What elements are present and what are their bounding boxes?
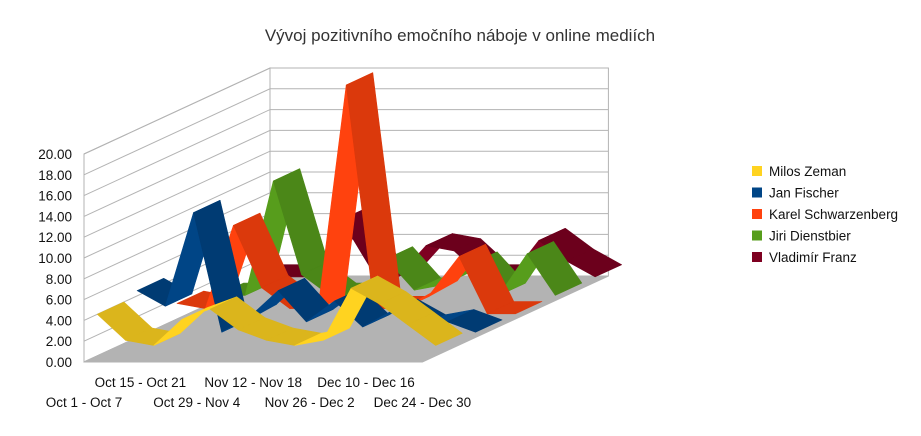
x-tick-label: Dec 24 - Dec 30 <box>374 395 472 410</box>
y-tick-label: 18.00 <box>38 168 72 183</box>
y-tick-label: 16.00 <box>38 189 72 204</box>
legend-swatch <box>752 209 762 219</box>
gridline <box>83 192 609 280</box>
y-tick-label: 10.00 <box>38 251 72 266</box>
series-segment <box>407 312 463 346</box>
y-tick-label: 20.00 <box>38 147 72 162</box>
legend-swatch <box>752 166 762 176</box>
y-tick-label: 12.00 <box>38 230 72 245</box>
legend-label: Jiri Dienstbier <box>769 229 851 244</box>
legend-label: Milos Zeman <box>769 164 846 179</box>
series-segment <box>566 248 623 278</box>
x-tick-label: Nov 12 - Nov 18 <box>204 375 302 390</box>
chart-gridlines <box>83 67 609 363</box>
y-tick-label: 0.00 <box>46 355 72 370</box>
x-tick-label: Oct 29 - Nov 4 <box>153 395 241 410</box>
gridline <box>83 150 609 238</box>
x-tick-label: Oct 1 - Oct 7 <box>46 395 123 410</box>
y-tick-label: 6.00 <box>46 293 72 308</box>
gridline <box>83 171 609 259</box>
legend-label: Jan Fischer <box>769 186 839 201</box>
gridline <box>83 67 609 155</box>
gridline <box>83 129 609 217</box>
x-tick-label: Dec 10 - Dec 16 <box>317 375 415 390</box>
chart-title: Vývoj pozitivního emočního náboje v onli… <box>265 26 655 45</box>
y-tick-label: 2.00 <box>46 334 72 349</box>
y-tick-label: 14.00 <box>38 209 72 224</box>
gridline <box>83 109 609 197</box>
gridline <box>83 88 609 176</box>
x-axis: Oct 15 - Oct 21 Nov 12 - Nov 18 Dec 10 - D… <box>46 375 471 410</box>
x-tick-label: Nov 26 - Dec 2 <box>265 395 355 410</box>
y-tick-label: 4.00 <box>46 313 72 328</box>
series-segment <box>446 309 503 333</box>
legend: Milos Zeman Jan Fischer Karel Schwarzenber… <box>752 164 898 265</box>
legend-swatch <box>752 187 762 198</box>
legend-label: Karel Schwarzenberg <box>769 207 898 222</box>
y-tick-label: 8.00 <box>46 272 72 287</box>
legend-swatch <box>752 252 762 262</box>
series-layer <box>97 72 623 346</box>
series-segment <box>486 301 543 315</box>
x-tick-label: Oct 15 - Oct 21 <box>95 375 187 390</box>
series-milos-zeman <box>97 275 463 346</box>
legend-swatch <box>752 230 762 241</box>
y-axis: 0.00 2.00 4.00 6.00 8.00 10.00 12.00 14.00 16.00… <box>38 147 72 370</box>
series-segment <box>526 241 583 296</box>
legend-label: Vladimír Franz <box>769 250 857 265</box>
